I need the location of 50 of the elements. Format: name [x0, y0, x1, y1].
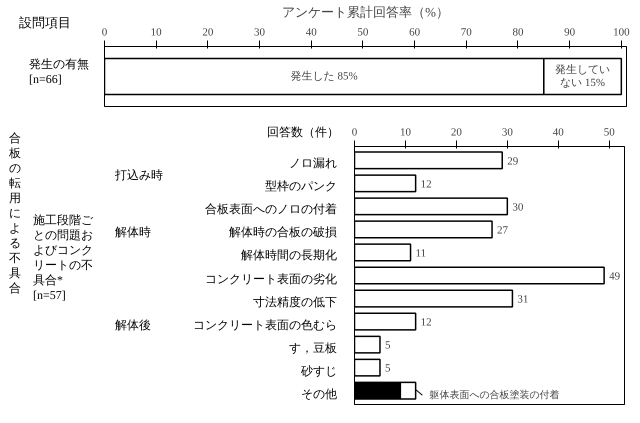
x-axis-title: 回答数（件）	[267, 125, 339, 140]
x-tick-label: 30	[502, 126, 514, 138]
text: 発生していない 15%	[555, 64, 610, 90]
x-tick-label: 30	[254, 26, 266, 38]
y-tick-label: 解体時間の長期化	[241, 248, 337, 263]
y-tick-label: 合板表面へのノロの付着	[205, 202, 337, 217]
y-tick-label: その他	[301, 387, 337, 402]
text: 設問項目	[19, 15, 71, 32]
text: 解体後	[115, 318, 151, 333]
y-tick-label: コンクリート表面の色むら	[193, 318, 337, 333]
data-label: 30	[512, 201, 524, 214]
text: 発生した 85%	[290, 70, 358, 82]
x-tick-label: 60	[409, 26, 421, 38]
y-tick-label: す，豆板	[289, 341, 337, 356]
text: 解体時	[115, 225, 151, 240]
data-label: 27	[497, 224, 509, 236]
x-tick-label: 10	[150, 26, 162, 38]
y-tick-label: 砂すじ	[301, 364, 337, 379]
x-tick-label: 10	[400, 126, 412, 138]
annotation: 躯体表面への合板塗装の付着	[430, 389, 560, 402]
x-tick-label: 40	[306, 26, 318, 38]
x-tick-label: 70	[460, 26, 472, 38]
x-tick-label: 100	[613, 26, 630, 38]
data-label: 12	[420, 316, 432, 329]
x-tick-label: 80	[512, 26, 524, 38]
text: 施工段階ごとの問題およびコンクリートの不具合* [n=57]	[33, 213, 93, 303]
data-label: 29	[507, 155, 519, 168]
y-tick-label: 寸法精度の低下	[253, 295, 337, 310]
x-tick-label: 50	[604, 126, 616, 138]
data-label: 12	[420, 178, 432, 190]
y-tick-label: ノロ漏れ	[289, 156, 337, 171]
text: 打込み時	[115, 168, 163, 183]
x-tick-label: 50	[357, 26, 369, 38]
data-label: 31	[517, 294, 528, 306]
data-label: 5	[384, 340, 391, 352]
x-tick-label: 90	[564, 26, 576, 38]
y-tick-label: 型枠のパンク	[265, 179, 337, 194]
x-tick-label: 0	[102, 26, 108, 38]
y-tick-label: 解体時の合板の破損	[229, 225, 337, 240]
x-tick-label: 20	[450, 126, 462, 138]
x-tick-label: 40	[552, 126, 564, 138]
y-tick-label: コンクリート表面の劣化	[205, 272, 337, 287]
y-tick-label: 発生の有無 [n=66]	[29, 57, 89, 87]
x-axis-title: アンケート累計回答率（%）	[282, 4, 449, 20]
x-tick-label: 20	[202, 26, 214, 38]
text: 合板の転用による不具合	[9, 131, 21, 295]
x-tick-label: 0	[352, 126, 358, 138]
data-label: 11	[416, 247, 426, 260]
data-label: 49	[609, 270, 621, 282]
data-label: 5	[384, 362, 391, 375]
